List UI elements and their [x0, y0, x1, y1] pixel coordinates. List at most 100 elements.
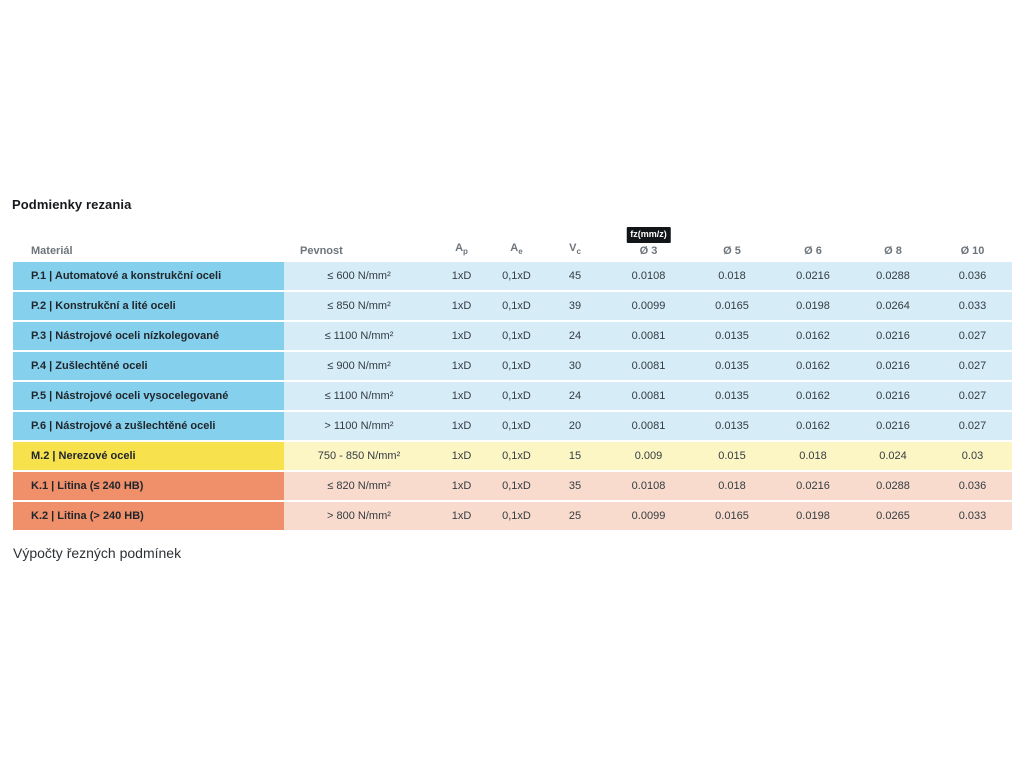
d8-cell: 0.0264 [853, 292, 933, 320]
d5-cell: 0.0135 [691, 322, 773, 350]
table-row: K.1 | Litina (≤ 240 HB) ≤ 820 N/mm² 1xD 0,1… [13, 472, 1012, 500]
ae-cell: 0,1xD [489, 502, 544, 530]
d10-cell: 0.027 [933, 412, 1012, 440]
column-header-ae: Ae [489, 242, 544, 258]
pevnost-cell: 750 - 850 N/mm² [284, 442, 434, 470]
d8-cell: 0.0216 [853, 382, 933, 410]
d5-cell: 0.018 [691, 262, 773, 290]
ap-cell: 1xD [434, 292, 489, 320]
header-subscript: c [576, 247, 581, 256]
d8-cell: 0.0216 [853, 352, 933, 380]
pevnost-cell: ≤ 600 N/mm² [284, 262, 434, 290]
column-header-vc: Vc [544, 242, 606, 258]
d5-cell: 0.018 [691, 472, 773, 500]
d10-cell: 0.033 [933, 502, 1012, 530]
column-header-ap: Ap [434, 242, 489, 258]
pevnost-cell: ≤ 850 N/mm² [284, 292, 434, 320]
d8-cell: 0.0288 [853, 472, 933, 500]
d8-cell: 0.0288 [853, 262, 933, 290]
column-header-pevnost: Pevnost [300, 245, 343, 257]
column-header-d10: Ø 10 [960, 245, 985, 257]
footer-section-heading: Výpočty řezných podmínek [13, 545, 182, 561]
d3-cell: 0.0081 [606, 412, 691, 440]
ap-cell: 1xD [434, 352, 489, 380]
ae-cell: 0,1xD [489, 442, 544, 470]
ae-cell: 0,1xD [489, 322, 544, 350]
d8-cell: 0.024 [853, 442, 933, 470]
pevnost-cell: ≤ 1100 N/mm² [284, 382, 434, 410]
material-cell: M.2 | Nerezové oceli [13, 442, 284, 470]
d5-cell: 0.0165 [691, 502, 773, 530]
d6-cell: 0.0198 [773, 502, 853, 530]
d3-cell: 0.009 [606, 442, 691, 470]
d10-cell: 0.027 [933, 352, 1012, 380]
table-row: K.2 | Litina (> 240 HB) > 800 N/mm² 1xD 0,1… [13, 502, 1012, 530]
vc-cell: 15 [544, 442, 606, 470]
table-row: P.1 | Automatové a konstrukční oceli ≤ 60… [13, 262, 1012, 290]
cutting-conditions-table: Materiál Pevnost Ap Ae Vc fz(mm/z) Ø 3 Ø… [13, 225, 1012, 532]
vc-cell: 24 [544, 322, 606, 350]
d6-cell: 0.0162 [773, 412, 853, 440]
table-row: P.6 | Nástrojové a zušlechtěné oceli > 11… [13, 412, 1012, 440]
column-header-material: Materiál [31, 245, 73, 257]
material-cell: P.2 | Konstrukční a lité oceli [13, 292, 284, 320]
d10-cell: 0.03 [933, 442, 1012, 470]
header-subscript: e [518, 247, 523, 256]
header-label: Ø 3 [639, 245, 658, 257]
page-title: Podmienky rezania [12, 197, 132, 212]
pevnost-cell: ≤ 820 N/mm² [284, 472, 434, 500]
column-header-d3: fz(mm/z) Ø 3 [606, 227, 691, 258]
header-label: V [569, 241, 577, 254]
d5-cell: 0.0135 [691, 352, 773, 380]
material-cell: P.4 | Zušlechtěné oceli [13, 352, 284, 380]
material-cell: P.6 | Nástrojové a zušlechtěné oceli [13, 412, 284, 440]
table-row: P.2 | Konstrukční a lité oceli ≤ 850 N/mm… [13, 292, 1012, 320]
d6-cell: 0.0216 [773, 262, 853, 290]
d3-cell: 0.0081 [606, 382, 691, 410]
d5-cell: 0.0135 [691, 382, 773, 410]
d6-cell: 0.0216 [773, 472, 853, 500]
ae-cell: 0,1xD [489, 292, 544, 320]
header-label: A [455, 241, 464, 254]
ap-cell: 1xD [434, 382, 489, 410]
ap-cell: 1xD [434, 322, 489, 350]
ap-cell: 1xD [434, 412, 489, 440]
d6-cell: 0.0198 [773, 292, 853, 320]
column-header-d5: Ø 5 [723, 245, 741, 257]
table-row: P.3 | Nástrojové oceli nízkolegované ≤ 11… [13, 322, 1012, 350]
table-row: M.2 | Nerezové oceli 750 - 850 N/mm² 1xD 0,… [13, 442, 1012, 470]
header-label: A [510, 241, 519, 254]
d6-cell: 0.018 [773, 442, 853, 470]
d3-cell: 0.0108 [606, 472, 691, 500]
pevnost-cell: ≤ 1100 N/mm² [284, 322, 434, 350]
d8-cell: 0.0216 [853, 322, 933, 350]
ae-cell: 0,1xD [489, 352, 544, 380]
vc-cell: 35 [544, 472, 606, 500]
d3-cell: 0.0081 [606, 322, 691, 350]
d10-cell: 0.036 [933, 472, 1012, 500]
column-header-d6: Ø 6 [804, 245, 822, 257]
d10-cell: 0.027 [933, 322, 1012, 350]
ae-cell: 0,1xD [489, 412, 544, 440]
d3-cell: 0.0099 [606, 502, 691, 530]
table-body: P.1 | Automatové a konstrukční oceli ≤ 60… [13, 262, 1012, 530]
d6-cell: 0.0162 [773, 322, 853, 350]
vc-cell: 45 [544, 262, 606, 290]
d3-cell: 0.0099 [606, 292, 691, 320]
d3-cell: 0.0108 [606, 262, 691, 290]
ap-cell: 1xD [434, 262, 489, 290]
vc-cell: 39 [544, 292, 606, 320]
d5-cell: 0.0135 [691, 412, 773, 440]
ap-cell: 1xD [434, 472, 489, 500]
column-header-d8: Ø 8 [884, 245, 902, 257]
d5-cell: 0.0165 [691, 292, 773, 320]
pevnost-cell: > 1100 N/mm² [284, 412, 434, 440]
pevnost-cell: > 800 N/mm² [284, 502, 434, 530]
material-cell: K.2 | Litina (> 240 HB) [13, 502, 284, 530]
d8-cell: 0.0265 [853, 502, 933, 530]
table-row: P.5 | Nástrojové oceli vysocelegované ≤ 1… [13, 382, 1012, 410]
header-subscript: p [463, 247, 468, 256]
pevnost-cell: ≤ 900 N/mm² [284, 352, 434, 380]
d8-cell: 0.0216 [853, 412, 933, 440]
